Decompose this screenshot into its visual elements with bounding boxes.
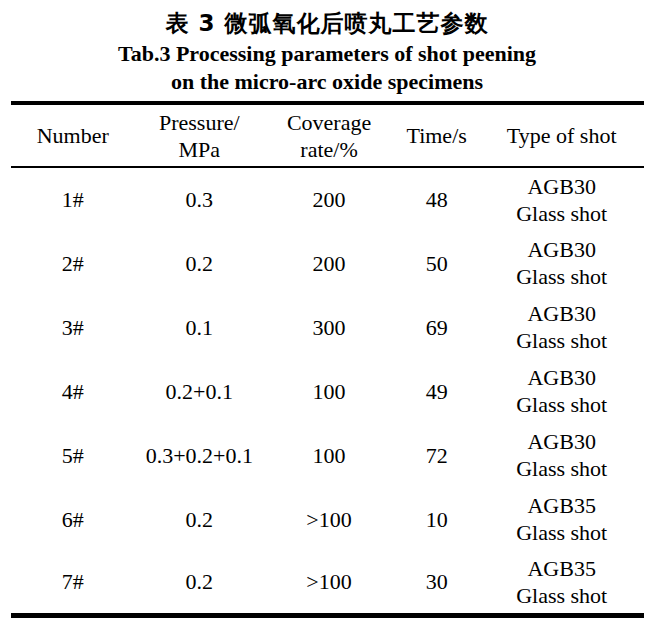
cell-coverage: 200: [264, 231, 394, 295]
cell-number: 1#: [11, 167, 134, 231]
cell-type: AGB30 Glass shot: [479, 423, 644, 487]
cell-number: 4#: [11, 359, 134, 423]
cell-coverage: 100: [264, 359, 394, 423]
paper-table-figure: 表 3 微弧氧化后喷丸工艺参数 Tab.3 Processing paramet…: [0, 0, 654, 636]
cell-coverage: 100: [264, 423, 394, 487]
header-coverage: Coverage rate/%: [264, 103, 394, 167]
cell-pressure: 0.2: [134, 487, 264, 551]
header-type: Type of shot: [479, 103, 644, 167]
table-header-row: Number Pressure/ MPa Coverage rate/% Tim…: [11, 103, 644, 167]
header-number: Number: [11, 103, 134, 167]
cell-type: AGB35 Glass shot: [479, 487, 644, 551]
caption-english-line1: Tab.3 Processing parameters of shot peen…: [0, 40, 654, 68]
cell-time: 48: [394, 167, 479, 231]
cell-number: 2#: [11, 231, 134, 295]
cell-coverage: >100: [264, 551, 394, 615]
cell-type: AGB30 Glass shot: [479, 359, 644, 423]
table-row: 2# 0.2 200 50 AGB30 Glass shot: [11, 231, 644, 295]
cell-type: AGB30 Glass shot: [479, 231, 644, 295]
caption-english-line2: on the micro-arc oxide specimens: [0, 68, 654, 96]
cell-time: 49: [394, 359, 479, 423]
cell-pressure: 0.2+0.1: [134, 359, 264, 423]
cell-coverage: 200: [264, 167, 394, 231]
cell-time: 50: [394, 231, 479, 295]
cell-number: 6#: [11, 487, 134, 551]
cell-type: AGB30 Glass shot: [479, 167, 644, 231]
cell-pressure: 0.3: [134, 167, 264, 231]
table-row: 6# 0.2 >100 10 AGB35 Glass shot: [11, 487, 644, 551]
table-row: 7# 0.2 >100 30 AGB35 Glass shot: [11, 551, 644, 615]
cell-type: AGB30 Glass shot: [479, 295, 644, 359]
header-pressure: Pressure/ MPa: [134, 103, 264, 167]
cell-time: 72: [394, 423, 479, 487]
cell-time: 69: [394, 295, 479, 359]
cell-number: 5#: [11, 423, 134, 487]
parameters-table: Number Pressure/ MPa Coverage rate/% Tim…: [11, 101, 644, 618]
cell-pressure: 0.2: [134, 551, 264, 615]
cell-pressure: 0.1: [134, 295, 264, 359]
cell-type: AGB35 Glass shot: [479, 551, 644, 615]
cell-coverage: 300: [264, 295, 394, 359]
cell-coverage: >100: [264, 487, 394, 551]
cell-number: 3#: [11, 295, 134, 359]
cell-time: 10: [394, 487, 479, 551]
table-row: 1# 0.3 200 48 AGB30 Glass shot: [11, 167, 644, 231]
table-row: 3# 0.1 300 69 AGB30 Glass shot: [11, 295, 644, 359]
table-caption: 表 3 微弧氧化后喷丸工艺参数 Tab.3 Processing paramet…: [0, 0, 654, 96]
cell-number: 7#: [11, 551, 134, 615]
cell-time: 30: [394, 551, 479, 615]
cell-pressure: 0.3+0.2+0.1: [134, 423, 264, 487]
cell-pressure: 0.2: [134, 231, 264, 295]
header-time: Time/s: [394, 103, 479, 167]
caption-chinese: 表 3 微弧氧化后喷丸工艺参数: [0, 7, 654, 40]
table-row: 5# 0.3+0.2+0.1 100 72 AGB30 Glass shot: [11, 423, 644, 487]
table-row: 4# 0.2+0.1 100 49 AGB30 Glass shot: [11, 359, 644, 423]
